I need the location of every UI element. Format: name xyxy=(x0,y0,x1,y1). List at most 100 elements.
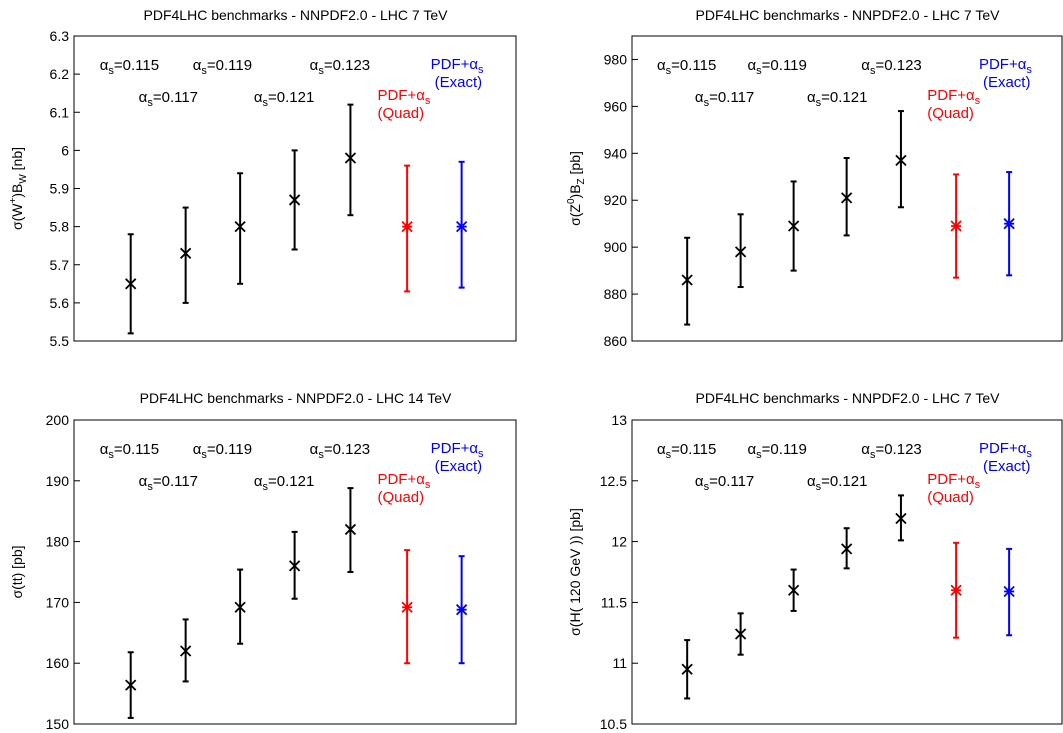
data-point xyxy=(401,549,413,665)
y-tick-label: 6.2 xyxy=(50,66,70,82)
alpha-label: αs=0.115 xyxy=(657,441,716,461)
alpha-label: αs=0.119 xyxy=(748,57,807,77)
data-point xyxy=(179,618,192,683)
chart-title: PDF4LHC benchmarks - NNPDF2.0 - LHC 7 Te… xyxy=(696,7,1001,23)
y-tick-label: 170 xyxy=(46,594,70,610)
chart-title: PDF4LHC benchmarks - NNPDF2.0 - LHC 7 Te… xyxy=(696,390,1001,406)
y-tick-label: 180 xyxy=(46,534,70,550)
y-tick-label: 190 xyxy=(46,473,70,489)
data-point xyxy=(288,149,301,251)
data-point xyxy=(841,157,853,237)
alpha-label: αs=0.117 xyxy=(695,473,754,493)
y-axis-label: σ(W+)BW [nb] xyxy=(8,147,29,230)
data-point xyxy=(1003,171,1015,277)
data-point xyxy=(841,527,853,570)
y-tick-label: 5.9 xyxy=(50,181,70,197)
data-point xyxy=(288,530,301,600)
alpha-label: αs=0.121 xyxy=(807,473,867,493)
chart-panel-higgs: PDF4LHC benchmarks - NNPDF2.0 - LHC 7 Te… xyxy=(567,390,1063,732)
y-tick-label: 12 xyxy=(611,534,627,550)
pdf-exact-sublabel: (Exact) xyxy=(435,458,483,475)
alpha-label: αs=0.119 xyxy=(193,441,252,461)
alpha-label: αs=0.117 xyxy=(139,473,198,493)
alpha-label: αs=0.121 xyxy=(254,89,314,109)
alpha-label: αs=0.121 xyxy=(807,89,867,109)
y-tick-label: 5.5 xyxy=(50,333,70,349)
y-tick-label: 12.5 xyxy=(600,473,627,489)
marker-stroke xyxy=(344,523,357,536)
chart-panel-ttbar: PDF4LHC benchmarks - NNPDF2.0 - LHC 14 T… xyxy=(9,390,517,732)
pdf-quad-sublabel: (Quad) xyxy=(927,489,974,506)
pdf-exact-label: PDF+αs xyxy=(431,440,484,460)
pdf-quad-sublabel: (Quad) xyxy=(377,105,424,122)
y-tick-label: 200 xyxy=(46,412,70,428)
data-point xyxy=(234,568,246,645)
y-tick-label: 940 xyxy=(604,145,628,161)
data-point xyxy=(895,494,907,542)
pdf-exact-label: PDF+αs xyxy=(431,56,484,76)
data-point xyxy=(125,651,137,719)
marker-stroke xyxy=(234,601,246,613)
marker-stroke xyxy=(681,274,693,286)
y-tick-label: 6 xyxy=(61,142,69,158)
marker-stroke xyxy=(787,584,800,596)
y-tick-label: 900 xyxy=(604,239,628,255)
marker-stroke xyxy=(125,679,137,691)
y-axis-label: σ(Z0)BZ [pb] xyxy=(566,151,587,226)
y-tick-label: 5.8 xyxy=(50,219,70,235)
y-tick-label: 11.5 xyxy=(601,594,627,610)
data-point xyxy=(344,487,357,573)
data-point xyxy=(787,568,800,612)
data-point xyxy=(455,555,468,665)
pdf-exact-sublabel: (Exact) xyxy=(435,74,483,91)
alpha-label: αs=0.121 xyxy=(254,473,314,493)
alpha-label: αs=0.117 xyxy=(139,89,198,109)
marker-stroke xyxy=(344,152,357,164)
pdf-quad-label: PDF+αs xyxy=(377,87,430,107)
chart-title: PDF4LHC benchmarks - NNPDF2.0 - LHC 7 Te… xyxy=(144,7,449,23)
marker-stroke xyxy=(179,645,192,657)
data-point xyxy=(125,233,137,335)
pdf-quad-sublabel: (Quad) xyxy=(377,489,424,506)
marker-stroke xyxy=(787,220,800,232)
alpha-label: αs=0.115 xyxy=(100,441,159,461)
y-tick-label: 880 xyxy=(604,286,628,302)
y-tick-label: 980 xyxy=(604,51,628,67)
marker-stroke xyxy=(234,220,246,233)
marker-stroke xyxy=(288,560,301,572)
y-tick-label: 6.3 xyxy=(50,28,70,44)
data-point xyxy=(787,180,800,272)
alpha-label: αs=0.119 xyxy=(193,57,252,77)
chart-panel-z0: PDF4LHC benchmarks - NNPDF2.0 - LHC 7 Te… xyxy=(566,7,1063,349)
y-tick-label: 150 xyxy=(46,716,70,732)
marker-stroke xyxy=(895,154,907,166)
marker-stroke xyxy=(841,192,853,204)
pdf-exact-label: PDF+αs xyxy=(979,440,1032,460)
pdf-exact-label: PDF+αs xyxy=(979,56,1032,76)
data-point xyxy=(681,639,693,700)
marker-stroke xyxy=(288,194,301,206)
y-axis-label: σ(H( 120 GeV )) [pb] xyxy=(567,508,583,636)
y-tick-label: 11 xyxy=(612,655,627,671)
alpha-label: αs=0.123 xyxy=(310,57,370,77)
y-tick-label: 160 xyxy=(46,655,70,671)
marker-stroke xyxy=(681,663,693,675)
plot-frame xyxy=(631,35,1063,342)
y-tick-label: 10.5 xyxy=(600,716,627,732)
y-tick-label: 13 xyxy=(611,412,627,428)
data-point xyxy=(344,103,357,217)
alpha-label: αs=0.115 xyxy=(100,57,159,77)
alpha-label: αs=0.123 xyxy=(861,441,921,461)
y-tick-label: 6.1 xyxy=(50,104,70,120)
marker-stroke xyxy=(895,512,907,525)
marker-stroke xyxy=(841,543,853,555)
alpha-label: αs=0.119 xyxy=(748,441,807,461)
data-point xyxy=(179,206,192,304)
y-axis-label: σ(tt) [pb] xyxy=(9,546,25,599)
plot-frame xyxy=(73,419,517,725)
data-point xyxy=(950,541,962,639)
pdf-exact-sublabel: (Exact) xyxy=(983,74,1031,91)
data-point xyxy=(950,173,962,279)
alpha-label: αs=0.117 xyxy=(695,89,754,109)
